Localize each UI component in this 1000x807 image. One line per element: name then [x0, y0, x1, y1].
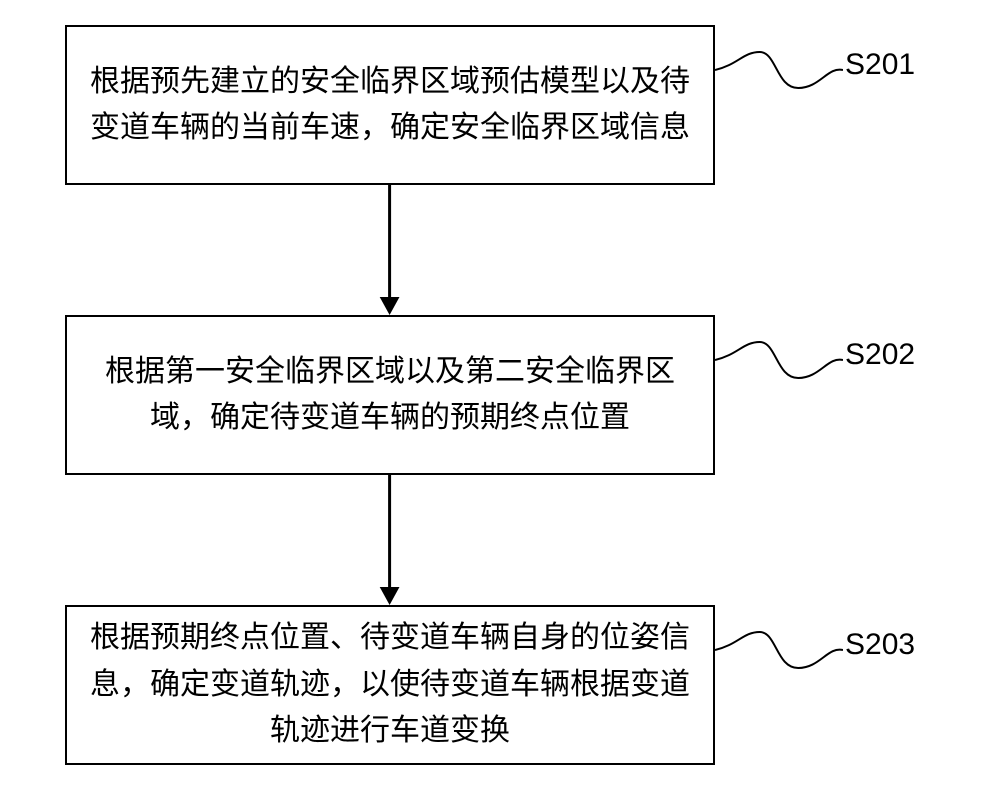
flowchart-step-text: 根据预期终点位置、待变道车辆自身的位姿信息，确定变道轨迹，以使待变道车辆根据变道…	[85, 615, 695, 755]
label-connector-wave	[715, 620, 843, 685]
label-connector-wave	[715, 330, 843, 395]
flowchart-arrow	[377, 185, 402, 315]
flowchart-step-label-s202: S202	[845, 338, 915, 372]
flowchart-arrow	[377, 475, 402, 605]
label-connector-wave	[715, 40, 843, 105]
flowchart-step-s203: 根据预期终点位置、待变道车辆自身的位姿信息，确定变道轨迹，以使待变道车辆根据变道…	[65, 605, 715, 765]
flowchart-canvas: 根据预先建立的安全临界区域预估模型以及待变道车辆的当前车速，确定安全临界区域信息…	[0, 0, 1000, 807]
flowchart-step-s201: 根据预先建立的安全临界区域预估模型以及待变道车辆的当前车速，确定安全临界区域信息	[65, 25, 715, 185]
flowchart-step-text: 根据第一安全临界区域以及第二安全临界区域，确定待变道车辆的预期终点位置	[85, 349, 695, 442]
flowchart-step-s202: 根据第一安全临界区域以及第二安全临界区域，确定待变道车辆的预期终点位置	[65, 315, 715, 475]
flowchart-step-label-s201: S201	[845, 48, 915, 82]
flowchart-step-text: 根据预先建立的安全临界区域预估模型以及待变道车辆的当前车速，确定安全临界区域信息	[85, 59, 695, 152]
flowchart-step-label-s203: S203	[845, 628, 915, 662]
